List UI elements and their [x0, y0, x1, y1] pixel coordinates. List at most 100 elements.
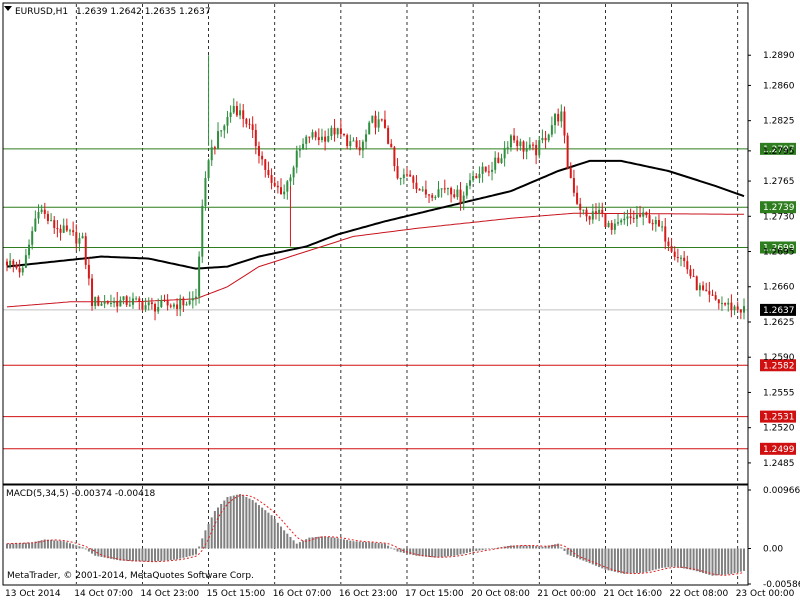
macd-bar	[591, 548, 594, 565]
macd-bar	[409, 548, 412, 555]
candle-body	[535, 144, 538, 156]
macd-bar	[617, 548, 620, 573]
macd-bar	[418, 548, 421, 557]
candle-body	[267, 169, 270, 176]
candle-body	[613, 223, 616, 230]
macd-bar	[46, 539, 49, 549]
macd-bar	[478, 548, 481, 551]
candle-body	[270, 175, 273, 183]
current-price-label: 1.2637	[763, 306, 795, 316]
header: EURUSD,H1 1.2639 1.2642 1.2635 1.2637	[4, 6, 211, 17]
macd-bar	[475, 548, 478, 552]
candle-body	[598, 209, 601, 213]
candle-body	[245, 118, 248, 124]
macd-bar	[610, 548, 613, 572]
macd-bar	[201, 538, 204, 549]
macd-bar	[604, 548, 607, 570]
candle-body	[40, 209, 43, 213]
macd-bar	[437, 548, 440, 558]
macd-bar	[188, 548, 191, 557]
macd-bar	[150, 548, 153, 562]
macd-bar	[264, 510, 267, 549]
candle-body	[21, 267, 24, 273]
macd-bar	[40, 540, 43, 549]
candle-body	[730, 302, 733, 311]
candle-body	[298, 149, 301, 151]
price-tick-label: 1.2625	[763, 318, 795, 328]
macd-bar	[346, 540, 349, 549]
candle-body	[131, 298, 134, 305]
candle-body	[201, 205, 204, 257]
macd-bar	[399, 548, 402, 553]
macd-bar	[680, 548, 683, 568]
price-tick-label: 1.2860	[763, 81, 795, 91]
candle-body	[239, 110, 242, 116]
candle-body	[528, 144, 531, 149]
price-tick-label: 1.2555	[763, 388, 795, 398]
candle-body	[24, 255, 27, 268]
candle-body	[15, 264, 18, 269]
macd-bar	[273, 518, 276, 549]
macd-bar	[380, 543, 383, 549]
candle-body	[56, 228, 59, 230]
candle-body	[698, 285, 701, 291]
macd-bar	[739, 548, 742, 572]
candle-body	[673, 251, 676, 257]
candle-body	[361, 141, 364, 151]
macd-bar	[579, 548, 582, 560]
candle-body	[506, 147, 509, 149]
candle-body	[242, 110, 245, 119]
candle-body	[320, 136, 323, 141]
candle-body	[194, 296, 197, 299]
macd-bar	[415, 548, 418, 556]
macd-bar	[393, 548, 396, 550]
macd-bar	[481, 548, 484, 551]
macd-bar	[229, 496, 232, 549]
dropdown-triangle-icon[interactable]	[4, 6, 12, 11]
candle-body	[204, 178, 207, 206]
candle-body	[538, 140, 541, 156]
macd-bar	[239, 493, 242, 549]
candle-body	[191, 298, 194, 301]
candle-body	[664, 226, 667, 242]
candle-body	[261, 155, 264, 160]
macd-bar	[547, 545, 550, 549]
x-tick-label: 13 Oct 2014	[5, 589, 61, 599]
macd-bar	[377, 543, 380, 549]
macd-bar	[324, 536, 327, 549]
macd-bar	[629, 548, 632, 574]
macd-bar	[147, 548, 150, 562]
candle-body	[128, 304, 131, 306]
candle-body	[415, 182, 418, 190]
macd-bar	[327, 537, 330, 549]
level-label: 1.2582	[763, 361, 795, 371]
macd-bar	[705, 548, 708, 574]
macd-bar	[176, 548, 179, 560]
x-tick-label: 20 Oct 08:00	[471, 589, 530, 599]
candle-body	[635, 214, 638, 219]
macd-bar	[727, 548, 730, 575]
macd-bar	[730, 548, 733, 574]
macd-bar	[138, 548, 141, 562]
macd-bar	[103, 548, 106, 558]
candle-body	[544, 137, 547, 141]
macd-bar	[538, 546, 541, 549]
candle-body	[434, 196, 437, 198]
candle-body	[116, 300, 119, 307]
candle-body	[273, 182, 276, 186]
candle-body	[509, 135, 512, 148]
level-badge	[760, 142, 796, 155]
macd-bar	[226, 497, 229, 549]
candle-body	[516, 140, 519, 147]
x-tick-label: 22 Oct 08:00	[670, 589, 729, 599]
candle-body	[9, 260, 12, 266]
macd-bar	[91, 548, 94, 554]
macd-bar	[424, 548, 427, 557]
candle-body	[607, 222, 610, 228]
x-tick-label: 17 Oct 15:00	[405, 589, 464, 599]
macd-bar	[320, 536, 323, 549]
candle-body	[554, 113, 557, 126]
candle-body	[702, 285, 705, 290]
candle-body	[462, 195, 465, 204]
price-tick-label: 1.2520	[763, 424, 795, 434]
